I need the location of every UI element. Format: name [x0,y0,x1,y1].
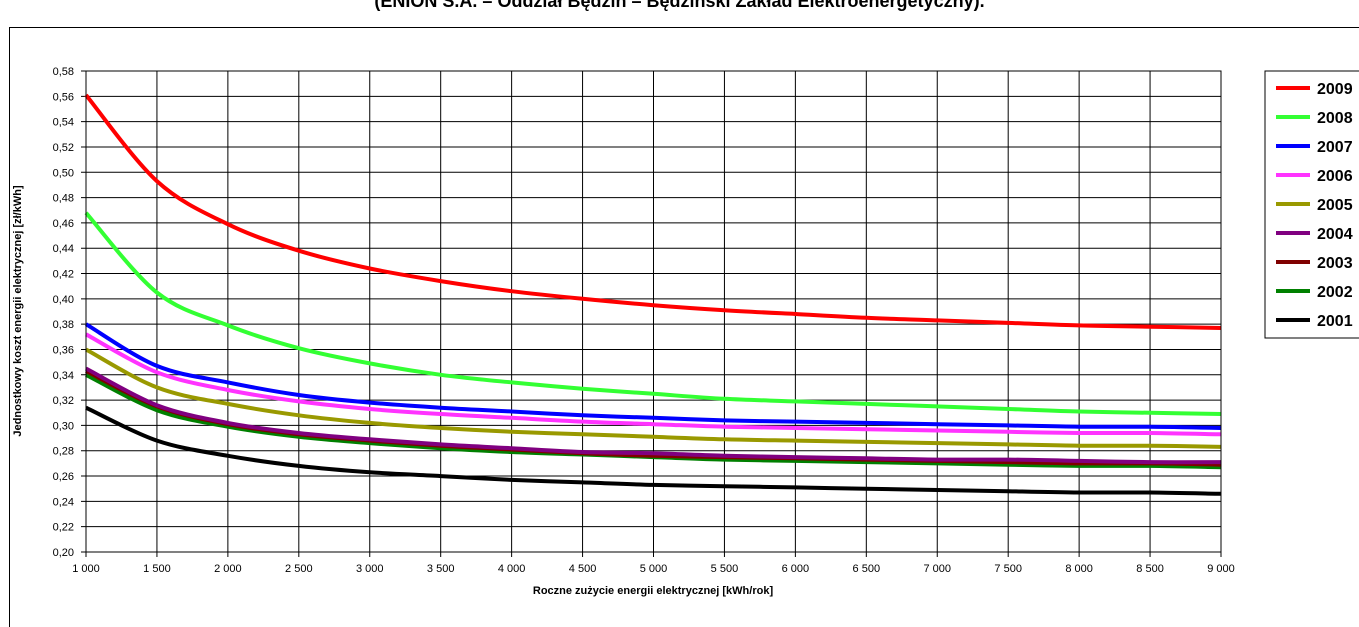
legend: 2009 2008 2007 2006 2005 2004 2003 2002 2001 [1264,70,1359,339]
x-tick-label: 6 500 [853,563,881,575]
legend-label-2005: 2005 [1317,197,1353,214]
y-tick-label: 0,48 [53,193,74,205]
y-tick-label: 0,54 [53,117,74,129]
x-tick-label: 1 000 [72,563,100,575]
y-tick-label: 0,56 [53,91,74,103]
series-line-2007 [84,322,1222,430]
legend-label-2008: 2008 [1317,110,1353,127]
legend-label-2004: 2004 [1317,226,1353,243]
x-tick-label: 6 000 [782,563,810,575]
series-line-2009 [84,93,1222,330]
x-tick-label: 3 000 [356,563,384,575]
y-tick-label: 0,58 [53,66,74,78]
y-tick-label: 0,52 [53,142,74,154]
x-tick-label: 8 500 [1136,563,1164,575]
legend-label-2006: 2006 [1317,168,1353,185]
x-tick-label: 4 500 [569,563,597,575]
x-axis-title: Roczne zużycie energii elektrycznej [kWh… [533,585,774,597]
x-tick-label: 2 000 [214,563,242,575]
y-tick-label: 0,46 [53,218,74,230]
y-tick-label: 0,32 [53,395,74,407]
x-tick-label: 8 000 [1065,563,1093,575]
series-line-2005 [85,347,1222,449]
x-tick-label: 7 000 [923,563,951,575]
x-tick-label: 3 500 [427,563,455,575]
y-tick-label: 0,34 [53,370,74,382]
x-tick-label: 4 000 [498,563,526,575]
x-tick-label: 7 500 [994,563,1022,575]
y-tick-label: 0,38 [53,319,74,331]
x-tick-label: 5 500 [711,563,739,575]
legend-label-2002: 2002 [1317,284,1353,301]
legend-label-2003: 2003 [1317,255,1353,272]
y-tick-label: 0,28 [53,446,74,458]
series-line-2006 [85,332,1222,437]
y-tick-label: 0,22 [53,522,74,534]
plot-area [85,70,1222,553]
y-tick-label: 0,26 [53,471,74,483]
y-tick-label: 0,50 [53,167,74,179]
chart-frame [9,27,1359,627]
series-line-2001 [85,405,1222,496]
y-tick-label: 0,30 [53,420,74,432]
x-tick-label: 9 000 [1207,563,1235,575]
y-axis-ticks: 0,20 0,22 0,24 0,26 0,28 0,30 0,32 0,34 0,36 0,38… [53,66,74,559]
y-tick-label: 0,36 [53,344,74,356]
y-tick-label: 0,40 [53,294,74,306]
x-tick-label: 5 000 [640,563,668,575]
series-layer [84,93,1222,496]
y-tick-label: 0,42 [53,269,74,281]
legend-label-2007: 2007 [1317,139,1353,156]
x-tick-label: 1 500 [143,563,171,575]
y-axis-title: Jednostkowy koszt energii elektrycznej [… [12,185,24,437]
x-axis-ticks: 1 000 1 500 2 000 2 500 3 000 3 500 4 000 4 500… [72,563,1235,575]
y-tick-label: 0,20 [53,547,74,559]
legend-label-2009: 2009 [1317,81,1353,98]
series-line-2004 [85,366,1222,465]
y-tick-label: 0,24 [53,496,74,508]
x-tick-label: 2 500 [285,563,313,575]
legend-label-2001: 2001 [1317,313,1353,330]
y-tick-label: 0,44 [53,243,74,255]
chart-title: (ENION S.A. – Oddział Będzin – Będziński… [374,0,985,11]
series-line-2008 [84,211,1222,416]
